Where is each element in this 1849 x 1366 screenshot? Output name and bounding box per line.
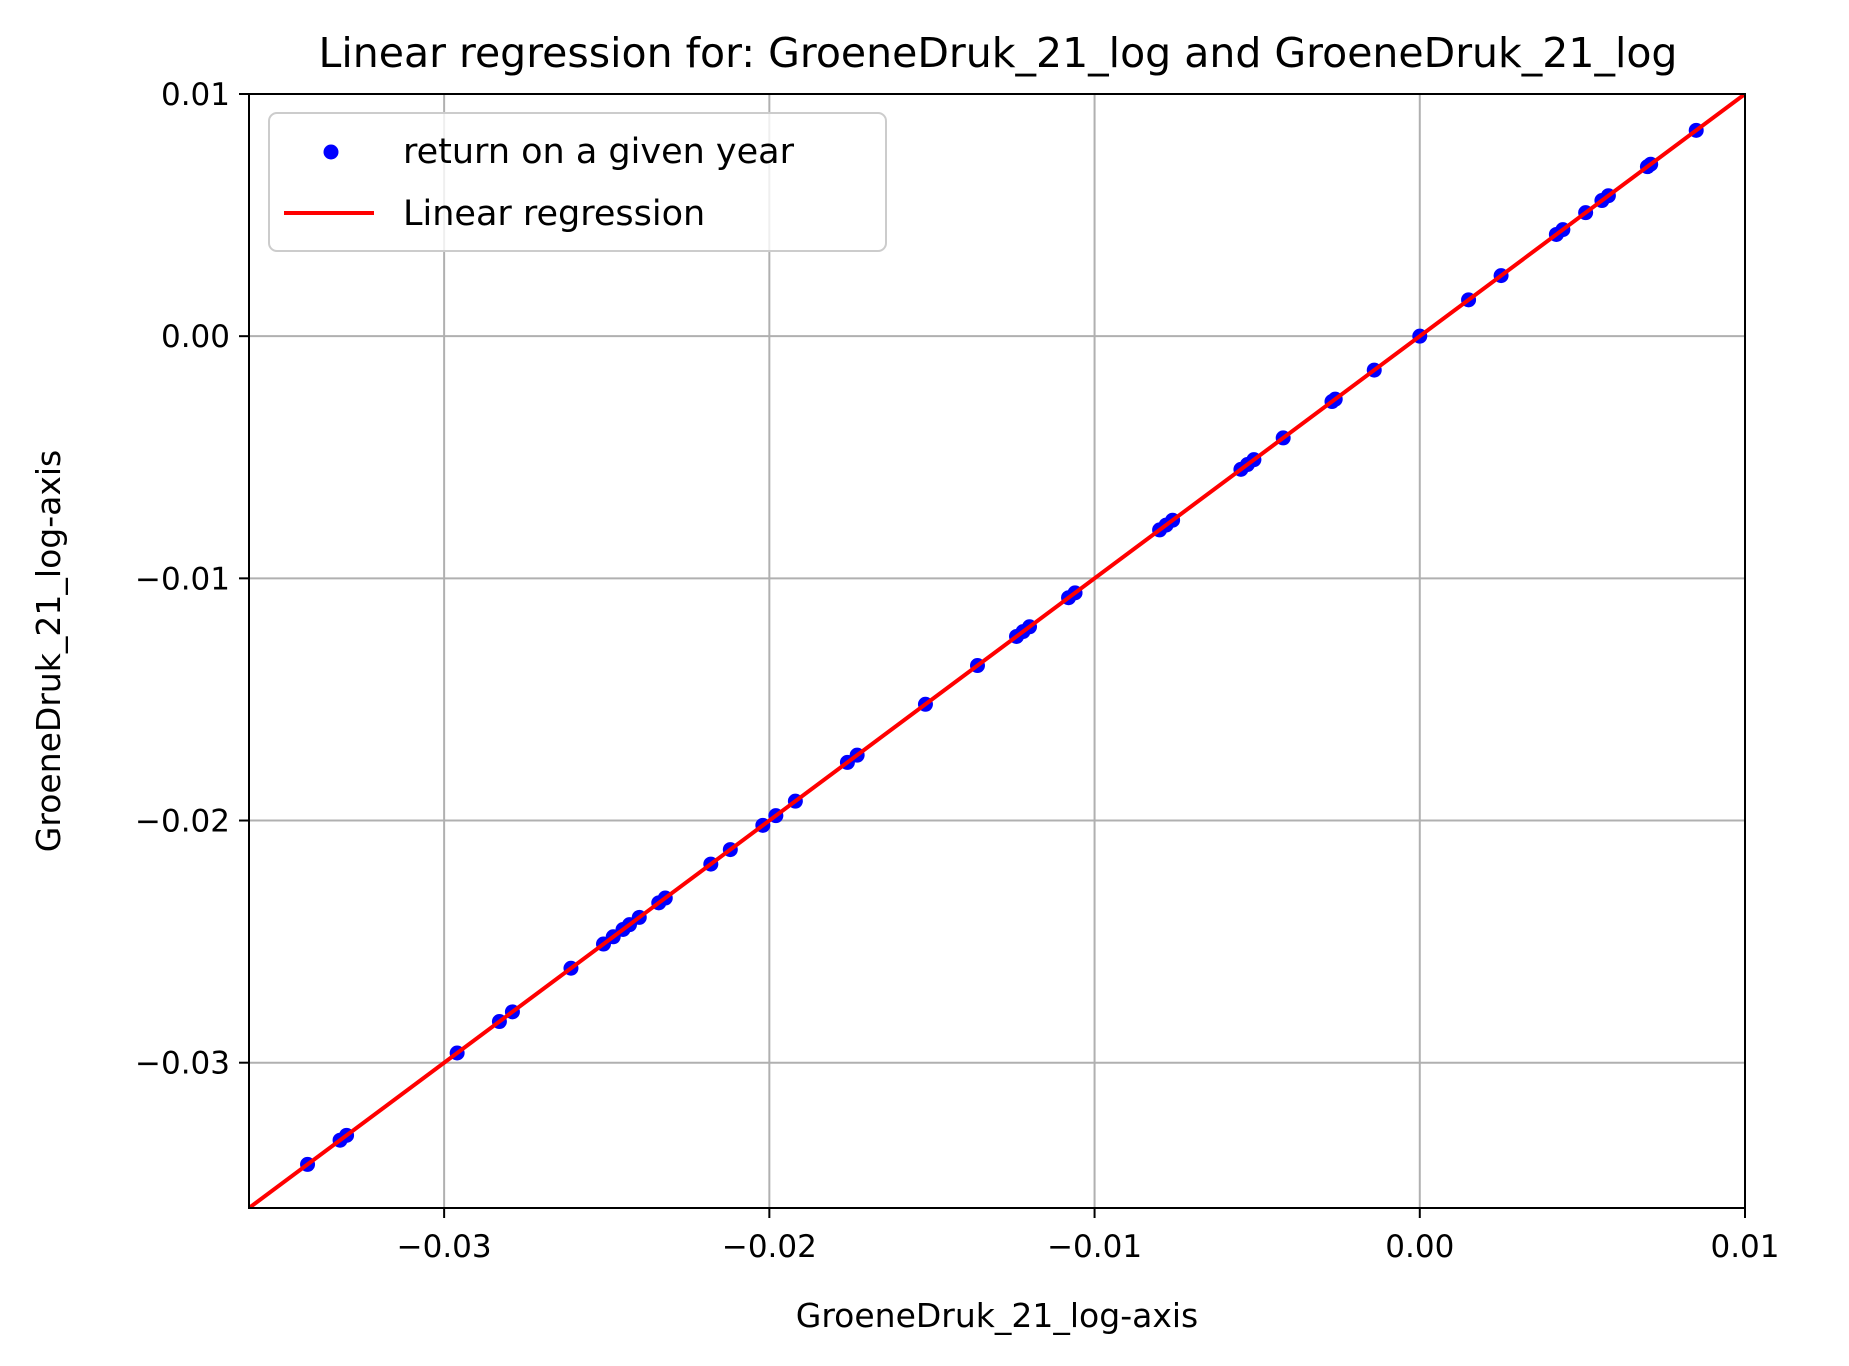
y-tick-label: −0.02 (135, 804, 230, 840)
chart-title: Linear regression for: GroeneDruk_21_log… (319, 29, 1678, 77)
plot-frame (248, 93, 1746, 1209)
data-layer (249, 94, 1745, 1208)
x-tick-label: −0.03 (397, 1229, 492, 1265)
legend-box (268, 112, 887, 252)
legend-label-line: Linear regression (403, 194, 705, 234)
y-tick-label: −0.01 (135, 561, 230, 597)
y-tick-label: −0.03 (135, 1046, 230, 1082)
x-tick-label: −0.02 (722, 1229, 817, 1265)
regression-line (249, 94, 1745, 1208)
x-tick-label: 0.00 (1385, 1229, 1454, 1265)
y-axis-label: GroeneDruk_21_log-axis (29, 450, 68, 852)
x-tick-label: −0.01 (1047, 1229, 1142, 1265)
legend: return on a given year Linear regression (268, 112, 887, 252)
y-tick-label: 0.00 (161, 319, 230, 355)
x-axis-label: GroeneDruk_21_log-axis (796, 1296, 1198, 1335)
legend-marker-scatter (323, 144, 339, 160)
legend-label-scatter: return on a given year (403, 132, 795, 172)
x-tick-label: 0.01 (1710, 1229, 1779, 1265)
ticks: −0.03 −0.02 −0.01 0.00 0.01 −0.03 −0.02 −0.01 0.… (135, 77, 1780, 1265)
y-tick-label: 0.01 (161, 77, 230, 113)
